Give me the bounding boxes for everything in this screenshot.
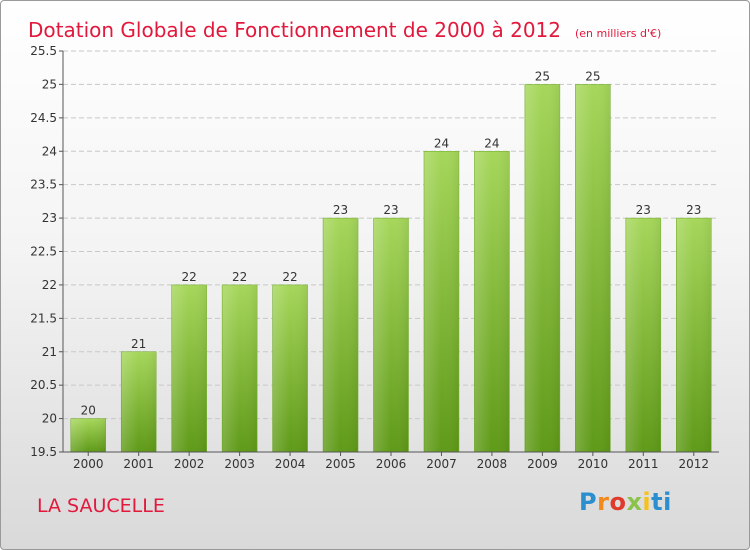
x-tick-label: 2001 (123, 457, 154, 471)
bar-highlight (575, 84, 610, 452)
y-tick-label: 21 (42, 345, 57, 359)
bar-highlight (676, 218, 711, 452)
logo-letter: x (626, 488, 643, 516)
x-tick-label: 2003 (224, 457, 255, 471)
labels-layer: 20 21 22 22 22 23 23 24 24 25 25 23 23 (81, 69, 702, 417)
value-label: 21 (131, 337, 146, 351)
bar-highlight (374, 218, 408, 452)
y-tick-label: 24.5 (30, 111, 57, 125)
value-label: 23 (686, 203, 701, 217)
x-tick-label: 2004 (275, 457, 306, 471)
bar-highlight (474, 151, 509, 452)
x-tick-label: 2006 (376, 457, 407, 471)
value-label: 23 (383, 203, 398, 217)
y-tick-label: 22 (42, 278, 57, 292)
logo-letter: o (609, 488, 627, 516)
bar-highlight (525, 84, 560, 452)
x-tick-label: 2007 (426, 457, 457, 471)
value-label: 20 (81, 404, 96, 418)
bar-highlight (71, 419, 106, 452)
bar-highlight (424, 151, 459, 452)
chart-title: Dotation Globale de Fonctionnement de 20… (28, 7, 661, 45)
value-label: 23 (636, 203, 651, 217)
bar-highlight (323, 218, 358, 452)
bars-layer (70, 84, 712, 453)
y-tick-label: 19.5 (30, 445, 57, 459)
y-tick-label: 23.5 (30, 178, 57, 192)
y-tick-label: 21.5 (30, 311, 57, 325)
title-text: Dotation Globale de Fonctionnement de 20… (28, 18, 561, 42)
bar-highlight (273, 285, 308, 452)
logo-letter: r (597, 488, 610, 516)
value-label: 22 (232, 270, 247, 284)
value-label: 23 (333, 203, 348, 217)
y-tick-label: 24 (42, 144, 57, 158)
value-label: 25 (535, 69, 550, 83)
x-tick-label: 2010 (578, 457, 609, 471)
value-label: 25 (585, 69, 600, 83)
x-tick-label: 2011 (628, 457, 659, 471)
x-tick-label: 2000 (73, 457, 104, 471)
value-label: 22 (282, 270, 297, 284)
commune-name: LA SAUCELLE (37, 495, 165, 517)
logo-letter: P (579, 488, 598, 516)
y-tick-label: 20.5 (30, 378, 57, 392)
bar-highlight (222, 285, 257, 452)
value-label: 24 (484, 136, 499, 150)
x-tick-label: 2005 (325, 457, 356, 471)
x-tick-label: 2009 (527, 457, 558, 471)
x-tick-label: 2012 (678, 457, 709, 471)
bar-highlight (172, 285, 207, 452)
y-tick-label: 25.5 (30, 44, 57, 58)
x-tick-label: 2002 (174, 457, 205, 471)
y-tick-label: 22.5 (30, 245, 57, 259)
value-label: 24 (434, 136, 449, 150)
unit-label: (en milliers d'€) (575, 27, 662, 40)
bar-highlight (121, 352, 156, 452)
logo-letter: i (642, 488, 652, 516)
x-tick-label: 2008 (477, 457, 508, 471)
bar-highlight (626, 218, 661, 452)
logo-letter: ti (651, 488, 672, 516)
y-tick-label: 20 (42, 412, 57, 426)
y-tick-label: 25 (42, 77, 57, 91)
proxiti-logo[interactable]: Proxiti (579, 488, 672, 516)
y-tick-label: 23 (42, 211, 57, 225)
value-label: 22 (182, 270, 197, 284)
axis-layer: 19.5 20 20.5 21 21.5 22 22.5 23 23.5 24 24.5 25 25.5… (30, 44, 719, 471)
